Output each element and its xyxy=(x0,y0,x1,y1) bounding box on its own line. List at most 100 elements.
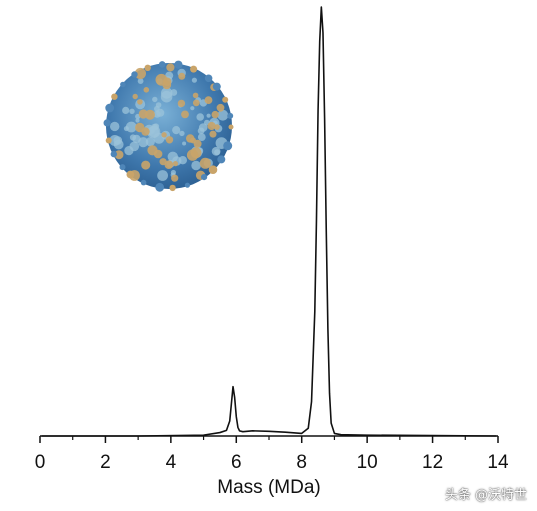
x-tick-label: 4 xyxy=(166,452,177,473)
capsid-highlight xyxy=(190,106,195,111)
capsid-highlight xyxy=(137,78,144,84)
capsid-protrusion xyxy=(143,87,150,93)
capsid-edge-bump xyxy=(190,65,198,73)
capsid-highlight xyxy=(153,110,161,118)
x-tick-label: 2 xyxy=(100,452,111,473)
capsid-highlight xyxy=(196,113,204,121)
capsid-protrusion xyxy=(214,124,220,130)
capsid-highlight xyxy=(110,121,120,132)
capsid-edge-bump xyxy=(111,93,118,100)
capsid-edge-bump xyxy=(212,82,221,91)
capsid-edge-bump xyxy=(103,119,111,127)
capsid-edge-bump xyxy=(201,174,208,181)
capsid-protrusion xyxy=(211,110,219,119)
x-tick-label: 12 xyxy=(422,452,443,473)
capsid-highlight xyxy=(191,77,197,83)
capsid-edge-bump xyxy=(227,112,234,119)
capsid-edge-bump xyxy=(223,141,233,151)
capsid-protrusion xyxy=(141,127,150,136)
capsid-highlight xyxy=(179,130,185,137)
capsid-protrusion xyxy=(178,72,186,80)
capsid-highlight xyxy=(113,139,124,150)
capsid-highlight xyxy=(138,137,149,148)
capsid-protrusion xyxy=(171,174,179,182)
x-tick-label: 14 xyxy=(487,452,509,473)
capsid-edge-bump xyxy=(158,61,166,68)
capsid-edge-bump xyxy=(217,155,226,164)
capsid-edge-bump xyxy=(208,165,218,174)
capsid-highlight xyxy=(206,113,211,118)
capsid-edge-bump xyxy=(169,184,176,192)
capsid-protrusion xyxy=(161,132,167,138)
capsid-edge-bump xyxy=(155,182,165,192)
capsid-edge-bump xyxy=(144,64,151,72)
capsid-protrusion xyxy=(137,99,143,105)
capsid-protrusion xyxy=(207,121,216,131)
x-tick-label: 0 xyxy=(35,452,46,473)
capsid-edge-bump xyxy=(184,182,190,188)
capsid-highlight xyxy=(214,149,221,156)
virus-surface-texture xyxy=(103,60,234,192)
capsid-edge-bump xyxy=(120,81,126,88)
capsid-highlight xyxy=(167,151,178,162)
capsid-protrusion xyxy=(153,149,163,159)
capsid-edge-bump xyxy=(228,124,234,130)
virus-particle-illustration xyxy=(103,60,234,192)
capsid-highlight xyxy=(198,123,208,132)
capsid-highlight xyxy=(129,141,140,152)
x-axis-title: Mass (MDa) xyxy=(217,477,320,498)
capsid-edge-bump xyxy=(110,150,118,158)
capsid-protrusion xyxy=(132,93,138,100)
capsid-edge-bump xyxy=(131,71,138,78)
capsid-protrusion xyxy=(166,63,175,72)
capsid-protrusion xyxy=(141,160,151,170)
x-tick-label: 10 xyxy=(357,452,378,473)
capsid-edge-bump xyxy=(105,103,115,113)
capsid-highlight xyxy=(132,134,141,144)
virus-capsid xyxy=(106,63,232,189)
capsid-protrusion xyxy=(186,149,199,161)
capsid-protrusion xyxy=(193,139,202,148)
capsid-highlight xyxy=(155,102,162,108)
capsid-protrusion xyxy=(177,99,186,108)
capsid-highlight xyxy=(135,118,140,123)
capsid-edge-bump xyxy=(204,74,213,83)
capsid-edge-bump xyxy=(222,96,229,103)
capsid-protrusion xyxy=(138,109,148,119)
capsid-protrusion xyxy=(134,67,146,80)
x-tick-label: 6 xyxy=(231,452,242,473)
capsid-protrusion xyxy=(204,96,213,104)
capsid-protrusion xyxy=(165,136,174,144)
capsid-protrusion xyxy=(164,160,174,169)
capsid-protrusion xyxy=(209,130,217,138)
capsid-highlight xyxy=(152,96,158,103)
capsid-highlight xyxy=(182,141,187,146)
capsid-protrusion xyxy=(172,161,178,167)
capsid-edge-bump xyxy=(119,164,126,171)
capsid-highlight xyxy=(122,106,130,114)
capsid-edge-bump xyxy=(174,60,183,69)
capsid-protrusion xyxy=(192,92,199,99)
capsid-edge-bump xyxy=(140,179,147,186)
capsid-highlight xyxy=(148,125,161,138)
capsid-highlight xyxy=(217,109,229,121)
capsid-highlight xyxy=(129,108,135,115)
capsid-protrusion xyxy=(114,150,124,160)
capsid-protrusion xyxy=(216,103,225,112)
capsid-protrusion xyxy=(162,77,172,86)
capsid-highlight xyxy=(145,137,155,147)
capsid-highlight xyxy=(125,121,137,133)
x-tick-label: 8 xyxy=(296,452,307,473)
capsid-protrusion xyxy=(192,99,200,107)
capsid-highlight xyxy=(191,160,201,171)
x-axis-ticks: 0 2 4 6 8 10 12 14 xyxy=(35,436,509,473)
capsid-highlight xyxy=(172,126,181,135)
capsid-edge-bump xyxy=(126,170,135,179)
capsid-edge-bump xyxy=(105,137,112,144)
capsid-highlight xyxy=(157,170,169,181)
capsid-highlight xyxy=(197,133,206,142)
capsid-highlight xyxy=(161,87,173,99)
capsid-protrusion xyxy=(181,110,189,119)
watermark-text: 头条 @沃特世 xyxy=(444,488,527,503)
